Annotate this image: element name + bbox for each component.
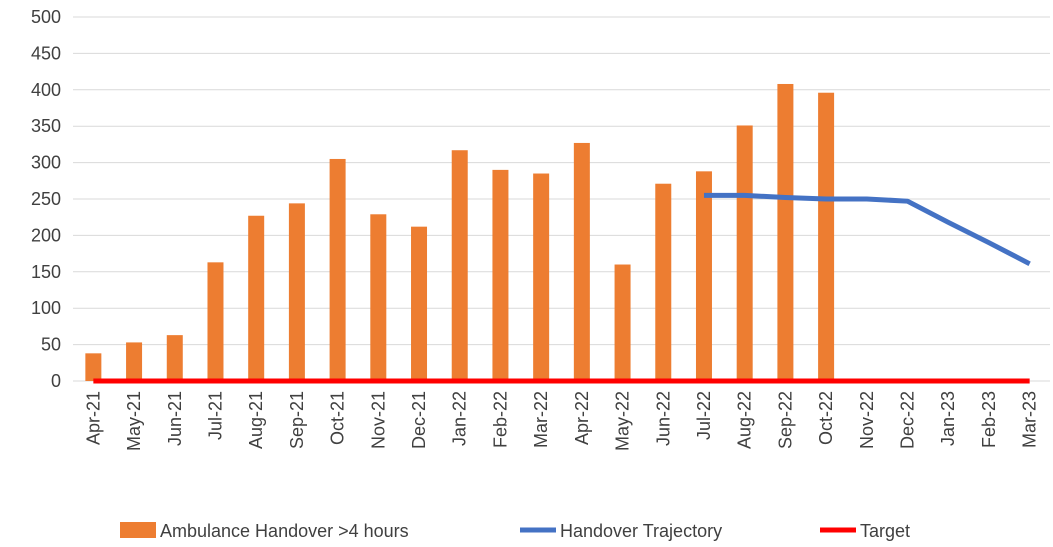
bar (329, 158, 346, 381)
legend-label: Ambulance Handover >4 hours (160, 521, 409, 541)
x-tick-label: Mar-23 (1020, 391, 1040, 448)
legend-swatch (120, 522, 156, 538)
x-tick-label: Apr-21 (83, 391, 103, 445)
bar (288, 203, 305, 381)
bar (777, 83, 794, 381)
legend-item: Ambulance Handover >4 hours (120, 521, 409, 541)
y-tick-label: 200 (31, 225, 61, 245)
x-tick-label: Nov-21 (368, 391, 388, 449)
x-tick-label: Jan-22 (450, 391, 470, 446)
x-tick-label: Dec-21 (409, 391, 429, 449)
x-tick-label: Jun-21 (165, 391, 185, 446)
bar (573, 142, 590, 381)
y-tick-label: 150 (31, 262, 61, 282)
x-tick-label: Jan-23 (938, 391, 958, 446)
bar (207, 262, 224, 381)
bar (248, 215, 265, 381)
x-tick-label: Aug-22 (735, 391, 755, 449)
legend-label: Target (860, 521, 910, 541)
bar (370, 214, 387, 381)
x-tick-label: Apr-22 (572, 391, 592, 445)
x-tick-label: Feb-22 (490, 391, 510, 448)
y-tick-label: 100 (31, 298, 61, 318)
x-tick-label: Feb-23 (979, 391, 999, 448)
x-tick-label: Sep-22 (775, 391, 795, 449)
bar (411, 226, 428, 381)
x-tick-label: Oct-21 (328, 391, 348, 445)
y-tick-label: 450 (31, 43, 61, 63)
x-tick-label: May-22 (613, 391, 633, 451)
bar (695, 171, 712, 381)
bar (736, 125, 753, 381)
bar (126, 342, 143, 381)
bar (655, 183, 672, 381)
bar (818, 92, 835, 381)
y-tick-label: 250 (31, 189, 61, 209)
y-tick-label: 50 (41, 335, 61, 355)
x-tick-label: Jul-21 (205, 391, 225, 440)
x-tick-label: Jun-22 (653, 391, 673, 446)
x-tick-label: Sep-21 (287, 391, 307, 449)
bar (492, 169, 509, 381)
y-tick-label: 350 (31, 116, 61, 136)
x-tick-label: Nov-22 (857, 391, 877, 449)
legend-item: Target (820, 521, 910, 541)
bar (166, 335, 183, 381)
x-tick-label: Jul-22 (694, 391, 714, 440)
y-tick-label: 500 (31, 7, 61, 27)
legend-item: Handover Trajectory (520, 521, 722, 541)
line (703, 192, 1031, 267)
x-tick-label: Oct-22 (816, 391, 836, 445)
bar (533, 173, 550, 381)
legend-label: Handover Trajectory (560, 521, 722, 541)
x-tick-label: Mar-22 (531, 391, 551, 448)
y-tick-label: 300 (31, 153, 61, 173)
x-tick-label: May-21 (124, 391, 144, 451)
bar (451, 150, 468, 381)
x-tick-label: Dec-22 (898, 391, 918, 449)
bar (85, 353, 102, 381)
y-tick-label: 0 (51, 371, 61, 391)
bar (614, 264, 631, 381)
y-tick-label: 400 (31, 80, 61, 100)
x-tick-label: Aug-21 (246, 391, 266, 449)
